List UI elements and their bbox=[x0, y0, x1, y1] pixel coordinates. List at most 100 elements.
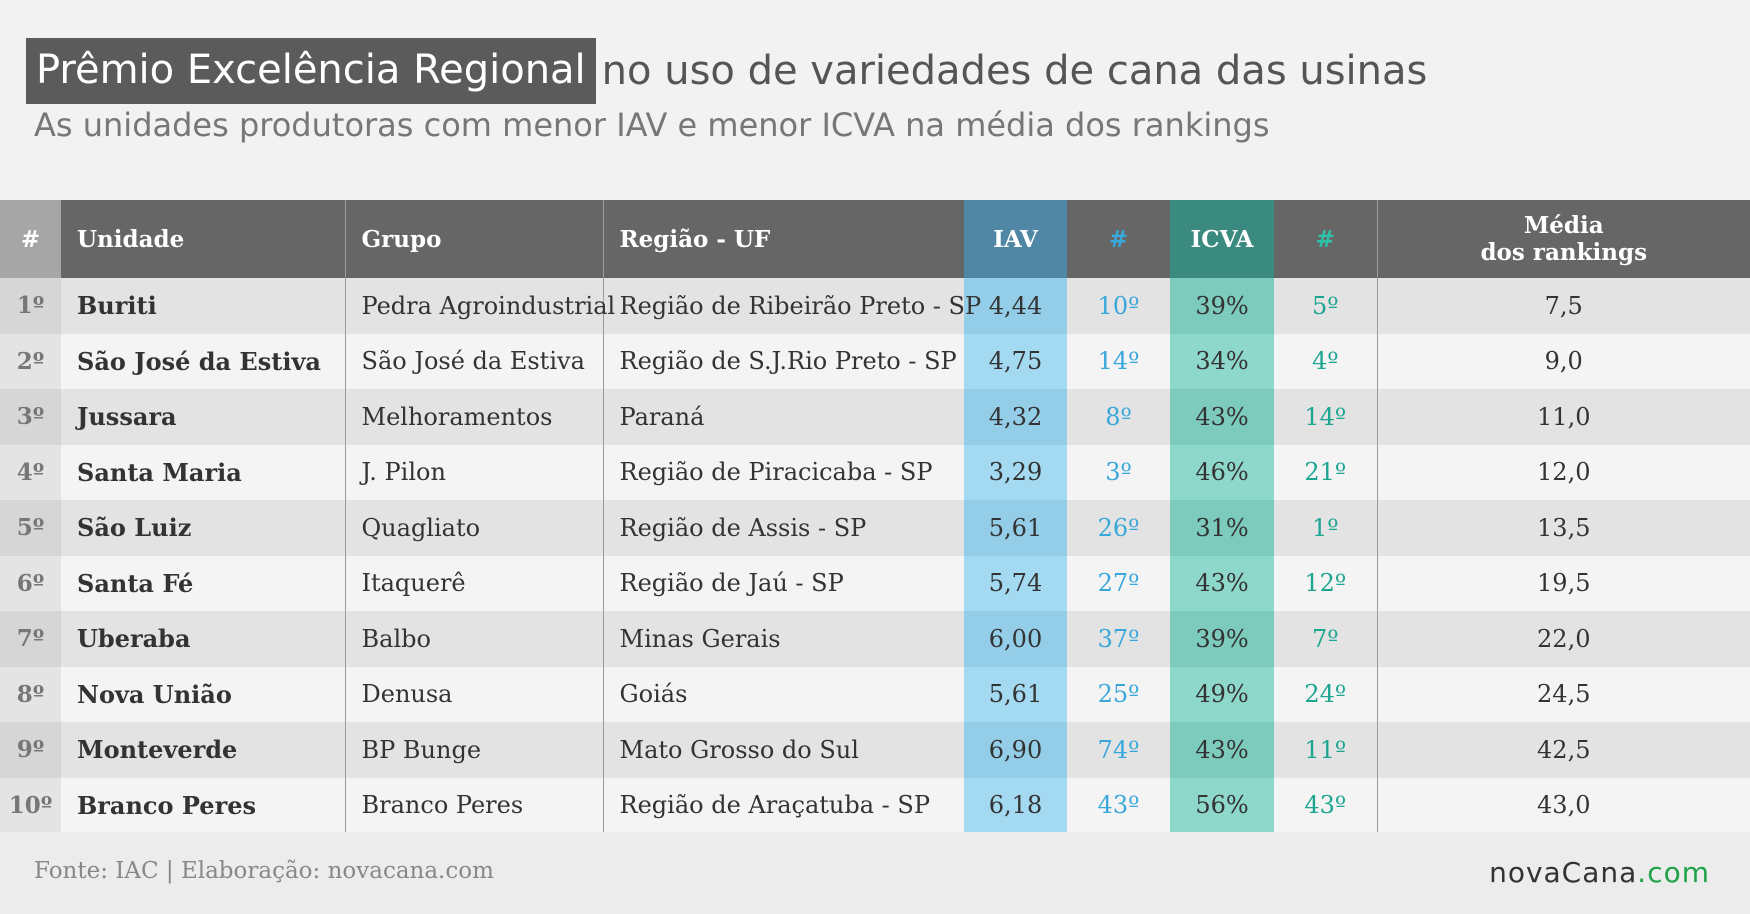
table-row: 10º Branco Peres Branco Peres Região de Ara… bbox=[0, 777, 1750, 833]
cell-media: 13,5 bbox=[1376, 500, 1750, 556]
cell-media: 12,0 bbox=[1376, 444, 1750, 500]
cell-unidade: Santa Maria bbox=[61, 444, 345, 500]
cell-unidade: Santa Fé bbox=[61, 555, 345, 611]
cell-icva-rank: 5º bbox=[1274, 278, 1377, 334]
footer bbox=[0, 832, 1750, 914]
cell-iav: 4,32 bbox=[964, 389, 1067, 445]
cell-unidade: Jussara bbox=[61, 389, 345, 445]
header-iav-rank: # bbox=[1067, 200, 1170, 278]
cell-icva-rank: 11º bbox=[1274, 722, 1377, 778]
cell-icva-rank: 4º bbox=[1274, 333, 1377, 389]
cell-regiao: Região de Araçatuba - SP bbox=[602, 777, 964, 833]
cell-iav-rank: 43º bbox=[1067, 777, 1170, 833]
cell-rank: 9º bbox=[0, 722, 61, 778]
table-row: 3º Jussara Melhoramentos Paraná 4,32 8º 43% 14º… bbox=[0, 389, 1750, 445]
cell-iav-rank: 27º bbox=[1067, 555, 1170, 611]
cell-media: 19,5 bbox=[1376, 555, 1750, 611]
header-regiao: Região - UF bbox=[602, 200, 964, 278]
title: Prêmio Excelência Regional no uso de var… bbox=[26, 38, 1427, 104]
header-media-line1: Média bbox=[1523, 212, 1604, 239]
cell-media: 43,0 bbox=[1376, 777, 1750, 833]
cell-icva: 34% bbox=[1170, 333, 1274, 389]
header-icva-rank: # bbox=[1274, 200, 1377, 278]
table-row: 6º Santa Fé Itaquerê Região de Jaú - SP 5,74… bbox=[0, 555, 1750, 611]
cell-grupo: Balbo bbox=[344, 611, 603, 667]
cell-iav: 6,00 bbox=[964, 611, 1067, 667]
cell-regiao: Paraná bbox=[602, 389, 964, 445]
logo-part1: novaCana bbox=[1489, 856, 1638, 889]
cell-icva: 31% bbox=[1170, 500, 1274, 556]
table-row: 8º Nova União Denusa Goiás 5,61 25º 49% 24º 24,5 bbox=[0, 666, 1750, 722]
cell-grupo: J. Pilon bbox=[344, 444, 603, 500]
cell-iav-rank: 26º bbox=[1067, 500, 1170, 556]
cell-icva: 43% bbox=[1170, 555, 1274, 611]
cell-iav: 5,61 bbox=[964, 500, 1067, 556]
cell-media: 42,5 bbox=[1376, 722, 1750, 778]
table-row: 9º Monteverde BP Bunge Mato Grosso do Sul 6,… bbox=[0, 722, 1750, 778]
table-row: 4º Santa Maria J. Pilon Região de Piracicab… bbox=[0, 444, 1750, 500]
cell-rank: 4º bbox=[0, 444, 61, 500]
cell-iav-rank: 10º bbox=[1067, 278, 1170, 334]
cell-grupo: Branco Peres bbox=[344, 777, 603, 833]
cell-iav: 5,61 bbox=[964, 666, 1067, 722]
cell-iav-rank: 8º bbox=[1067, 389, 1170, 445]
cell-regiao: Região de Assis - SP bbox=[602, 500, 964, 556]
cell-iav: 3,29 bbox=[964, 444, 1067, 500]
header-grupo: Grupo bbox=[344, 200, 603, 278]
cell-unidade: Branco Peres bbox=[61, 777, 345, 833]
cell-icva: 56% bbox=[1170, 777, 1274, 833]
cell-iav-rank: 25º bbox=[1067, 666, 1170, 722]
cell-icva-rank: 21º bbox=[1274, 444, 1377, 500]
cell-media: 9,0 bbox=[1376, 333, 1750, 389]
cell-icva-rank: 1º bbox=[1274, 500, 1377, 556]
novacana-logo: novaCana.com bbox=[1489, 856, 1710, 889]
cell-grupo: Denusa bbox=[344, 666, 603, 722]
title-rest: no uso de variedades de cana das usinas bbox=[601, 48, 1428, 94]
cell-iav: 6,90 bbox=[964, 722, 1067, 778]
cell-icva: 43% bbox=[1170, 389, 1274, 445]
cell-rank: 6º bbox=[0, 555, 61, 611]
cell-icva-rank: 14º bbox=[1274, 389, 1377, 445]
cell-regiao: Região de S.J.Rio Preto - SP bbox=[602, 333, 964, 389]
cell-grupo: Melhoramentos bbox=[344, 389, 603, 445]
cell-rank: 2º bbox=[0, 333, 61, 389]
cell-media: 7,5 bbox=[1376, 278, 1750, 334]
table-row: 5º São Luiz Quagliato Região de Assis - SP 5… bbox=[0, 500, 1750, 556]
cell-iav: 4,75 bbox=[964, 333, 1067, 389]
cell-rank: 10º bbox=[0, 777, 61, 833]
cell-regiao: Minas Gerais bbox=[602, 611, 964, 667]
cell-iav-rank: 14º bbox=[1067, 333, 1170, 389]
cell-grupo: Itaquerê bbox=[344, 555, 603, 611]
cell-media: 24,5 bbox=[1376, 666, 1750, 722]
cell-regiao: Mato Grosso do Sul bbox=[602, 722, 964, 778]
cell-regiao: Região de Jaú - SP bbox=[602, 555, 964, 611]
header-icva: ICVA bbox=[1170, 200, 1274, 278]
cell-iav: 5,74 bbox=[964, 555, 1067, 611]
cell-icva: 39% bbox=[1170, 278, 1274, 334]
cell-rank: 1º bbox=[0, 278, 61, 334]
cell-icva-rank: 43º bbox=[1274, 777, 1377, 833]
cell-grupo: São José da Estiva bbox=[344, 333, 603, 389]
ranking-table: # Unidade Grupo Região - UF IAV # ICVA #… bbox=[0, 200, 1750, 833]
cell-iav-rank: 37º bbox=[1067, 611, 1170, 667]
cell-unidade: Uberaba bbox=[61, 611, 345, 667]
cell-unidade: São Luiz bbox=[61, 500, 345, 556]
cell-grupo: Pedra Agroindustrial bbox=[344, 278, 615, 334]
header-row: # Unidade Grupo Região - UF IAV # ICVA #… bbox=[0, 200, 1750, 278]
source-text: Fonte: IAC | Elaboração: novacana.com bbox=[34, 858, 494, 884]
header-media: Média dos rankings bbox=[1376, 200, 1750, 278]
cell-unidade: Nova União bbox=[61, 666, 345, 722]
cell-icva-rank: 7º bbox=[1274, 611, 1377, 667]
cell-grupo: Quagliato bbox=[344, 500, 603, 556]
cell-unidade: Buriti bbox=[61, 278, 345, 334]
cell-regiao: Goiás bbox=[602, 666, 964, 722]
header-rank: # bbox=[0, 200, 61, 278]
header-iav: IAV bbox=[964, 200, 1067, 278]
cell-unidade: Monteverde bbox=[61, 722, 345, 778]
header-media-line2: dos rankings bbox=[1480, 239, 1648, 266]
cell-iav: 4,44 bbox=[964, 278, 1067, 334]
cell-iav-rank: 3º bbox=[1067, 444, 1170, 500]
header-unidade: Unidade bbox=[61, 200, 345, 278]
cell-regiao: Região de Piracicaba - SP bbox=[602, 444, 964, 500]
cell-icva: 43% bbox=[1170, 722, 1274, 778]
